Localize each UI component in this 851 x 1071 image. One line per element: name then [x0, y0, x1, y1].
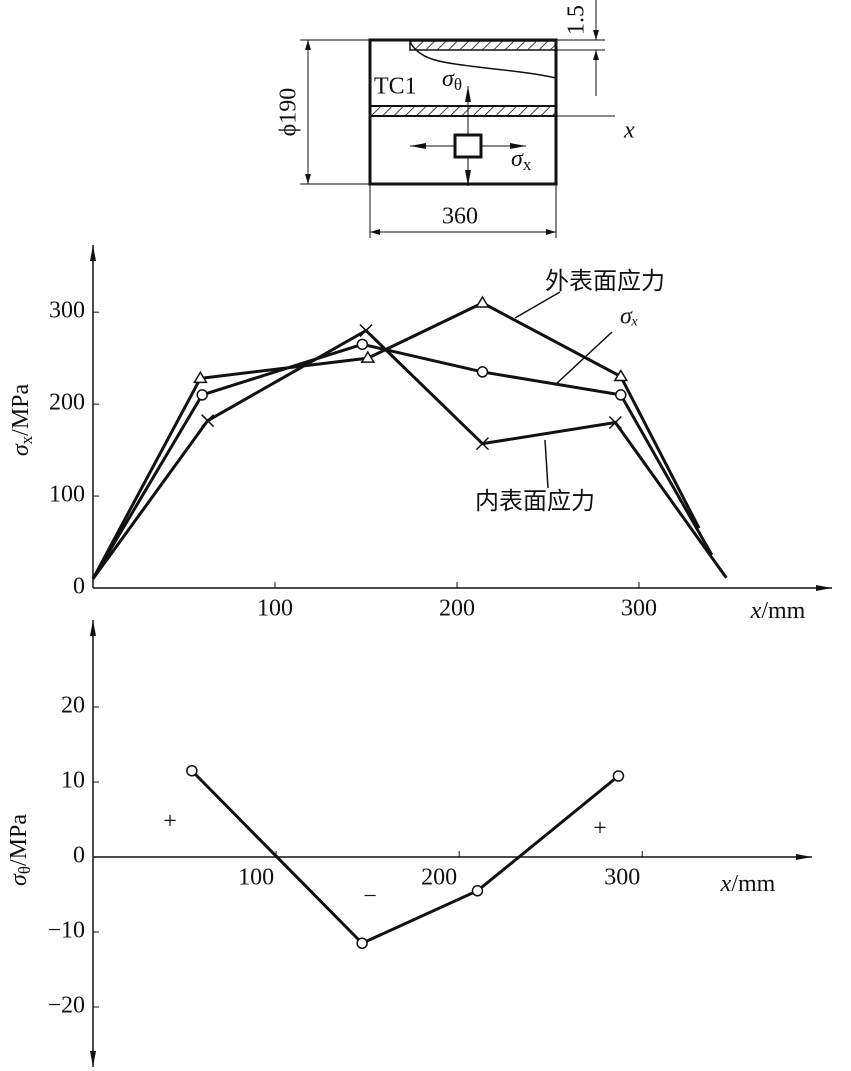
y-tick-label: 100 — [49, 482, 85, 508]
symbol: σ — [6, 873, 32, 886]
series-line — [190, 769, 620, 946]
subscript: x — [523, 155, 532, 174]
point — [475, 437, 490, 451]
unit: /mm — [731, 871, 775, 897]
symbol: x — [720, 871, 732, 897]
leader-line — [554, 331, 613, 386]
annotation: + — [593, 816, 607, 842]
point — [201, 414, 215, 428]
point — [186, 765, 198, 777]
axis-label: x — [623, 118, 635, 144]
specimen-label: TC1 — [374, 74, 417, 100]
series-label: 内表面应力 — [475, 487, 595, 515]
leader-line — [544, 439, 549, 489]
series-line — [91, 328, 728, 580]
y-tick-label: −20 — [47, 993, 85, 1019]
inner-wall — [369, 105, 557, 117]
point — [476, 366, 489, 378]
y-tick-label: 300 — [49, 298, 85, 324]
unit: /MPa — [8, 383, 34, 435]
subscript: θ — [15, 866, 34, 874]
x-tick-label: 300 — [621, 596, 657, 622]
axis-label: x/mm — [720, 871, 776, 897]
x-tick-label: 200 — [421, 865, 457, 891]
hoop-label: σθ — [442, 66, 462, 94]
series-label: 外表面应力 — [545, 267, 665, 295]
point — [359, 324, 373, 338]
point — [193, 370, 208, 384]
symbol: σ — [511, 146, 524, 172]
x-tick-label: 300 — [604, 865, 640, 891]
y-tick-label: 20 — [61, 693, 85, 719]
length-dim: 360 — [442, 204, 478, 230]
unit: /MPa — [6, 814, 32, 866]
x-tick-label: 100 — [257, 596, 293, 622]
subscript: θ — [454, 75, 462, 94]
point — [615, 389, 627, 401]
axis-label: x/mm — [750, 598, 806, 624]
annotation: + — [163, 809, 177, 835]
axis-label: σx/MPa — [8, 383, 36, 456]
point — [356, 937, 368, 949]
outer-wall — [409, 40, 557, 51]
symbol: x — [750, 598, 762, 624]
leader-line — [514, 291, 561, 319]
point — [475, 295, 490, 308]
symbol: σ — [442, 66, 455, 92]
element — [453, 133, 483, 159]
point — [360, 350, 376, 363]
series-line — [91, 301, 701, 580]
point — [608, 415, 622, 430]
point — [612, 770, 625, 782]
y-tick-label: −10 — [47, 918, 85, 944]
axial-label: σx — [511, 146, 532, 174]
x-tick-label: 200 — [439, 596, 475, 622]
break-line — [409, 41, 557, 79]
series-line — [91, 342, 714, 580]
point — [613, 369, 629, 382]
symbol: σ — [8, 443, 34, 456]
y-tick-label: 0 — [73, 574, 85, 600]
point — [356, 338, 369, 351]
subscript: x — [17, 435, 36, 444]
y-tick-label: 0 — [73, 843, 85, 869]
annotation: − — [363, 884, 377, 910]
y-tick-label: 200 — [49, 390, 85, 416]
unit: /mm — [761, 598, 805, 624]
wall-dim: 1.5 — [564, 5, 590, 35]
point — [471, 885, 484, 897]
axis-label: σθ/MPa — [6, 814, 34, 886]
y-tick-label: 10 — [61, 768, 85, 794]
x-tick-label: 100 — [238, 865, 274, 891]
specimen-diagram: 1.5 ϕ190 TC1 σθ x σx 360 — [276, 0, 635, 238]
point — [196, 389, 208, 401]
diameter-dim: ϕ190 — [276, 88, 302, 137]
series-label: σₓ — [620, 304, 639, 330]
